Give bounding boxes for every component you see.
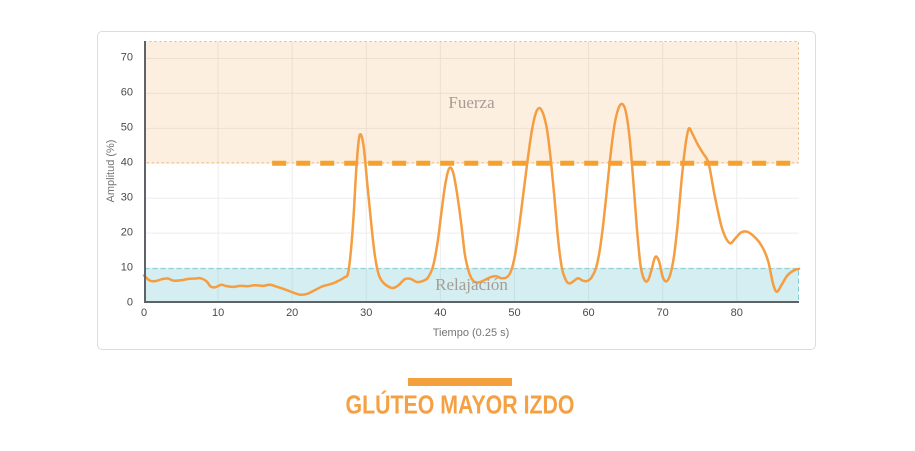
plot-area: Fuerza Relajación	[142, 41, 801, 303]
y-axis-title: Amplitud (%)	[105, 139, 117, 203]
x-tick-label: 30	[360, 307, 373, 319]
x-tick-label: 80	[730, 307, 743, 319]
emg-chart-card: Fuerza Relajación 0 10 20 30 40 50 60 70 0 10 20 3…	[97, 31, 816, 350]
x-tick-label: 0	[140, 307, 148, 319]
muscle-title: GLÚTEO MAYOR IZDO	[345, 389, 575, 420]
x-tick-label: 10	[211, 307, 225, 319]
x-tick-label: 70	[656, 307, 669, 319]
x-tick-label: 50	[508, 307, 521, 319]
x-axis-title: Tiempo (0.25 s)	[432, 327, 510, 339]
y-tick-label: 60	[120, 86, 133, 99]
y-tick-label: 40	[120, 156, 133, 169]
y-tick-label: 20	[120, 226, 133, 239]
y-tick-label: 70	[120, 51, 133, 64]
emg-line-chart	[142, 41, 801, 303]
y-tick-label: 30	[120, 191, 133, 204]
title-accent-bar	[408, 378, 512, 386]
y-axis-ticks: 0 10 20 30 40 50 60 70	[98, 41, 140, 308]
x-tick-label: 20	[286, 307, 299, 319]
x-axis-ticks: 0 10 20 30 40 50 60 70 80	[140, 307, 799, 322]
x-tick-label: 40	[434, 307, 447, 319]
y-tick-label: 0	[126, 296, 133, 309]
x-tick-label: 60	[582, 307, 595, 319]
y-tick-label: 50	[120, 121, 133, 134]
y-tick-label: 10	[120, 261, 133, 274]
